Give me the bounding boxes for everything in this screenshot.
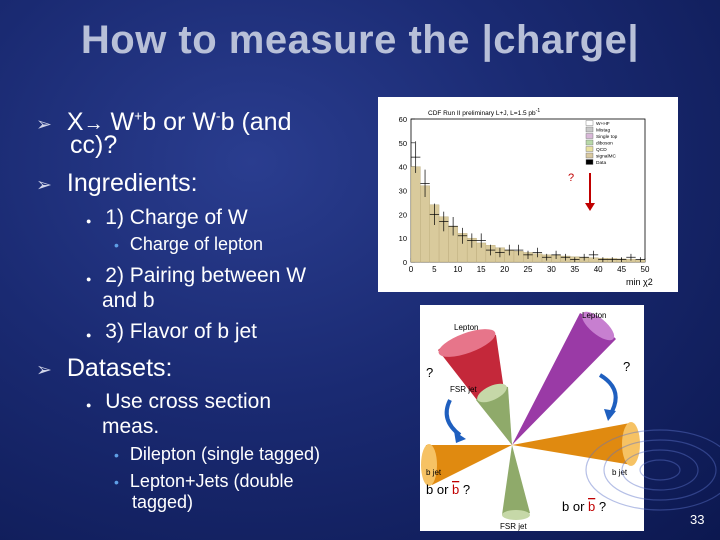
sub-item-1: ● 1) Charge of W xyxy=(86,206,248,229)
sub-item-3: ● 3) Flavor of b jet xyxy=(86,320,258,343)
fsr-cone-top-cap xyxy=(477,383,507,403)
x-tick-label: 15 xyxy=(477,265,486,274)
curved-arrow-left xyxy=(444,399,462,437)
x-tick-label: 40 xyxy=(594,265,603,274)
legend-swatch xyxy=(585,159,594,165)
bjet-cone-right-cap xyxy=(622,422,640,466)
curved-arrow-right-head xyxy=(604,409,616,421)
dot-bullet-icon: ● xyxy=(86,216,92,226)
dot-bullet-icon: • xyxy=(114,447,119,463)
arrow-bullet-icon: ➢ xyxy=(36,175,52,196)
bjet-label-right: b jet xyxy=(612,468,628,477)
x-tick-label: 10 xyxy=(453,265,462,274)
signal-mc-bar xyxy=(420,185,430,263)
legend-swatch xyxy=(585,146,594,152)
y-tick-label: 10 xyxy=(399,234,407,243)
bullet-2-text: Ingredients: xyxy=(66,169,198,197)
x-tick-label: 25 xyxy=(524,265,533,274)
page-number: 33 xyxy=(690,512,705,527)
bjet-label-left: b jet xyxy=(426,468,442,477)
chi2-plot: 0 5 10 15 20 25 30 35 40 45 50 0 10 20 30 40 50 60 CDF Ru… xyxy=(378,97,678,292)
plot-x-axis-label: min χ2 xyxy=(626,277,653,287)
bullet-2: ➢ Ingredients: xyxy=(36,169,198,200)
legend-label: signalMC xyxy=(596,154,617,160)
plot-arrow-head xyxy=(585,203,595,211)
b-or-bbar-left: b or b ? xyxy=(426,482,470,497)
legend-swatch xyxy=(585,120,594,126)
x-tick-label: 45 xyxy=(617,265,626,274)
lepton-cone-right-cap xyxy=(581,311,615,341)
jet-cone-diagram: Lepton Lepton ? ? FSR jet FSR jet b jet … xyxy=(420,305,644,531)
lepton-cone-left-cap xyxy=(438,329,496,357)
chi2-plot-svg: 0 5 10 15 20 25 30 35 40 45 50 0 10 20 30 40 50 60 CDF Ru… xyxy=(399,108,653,287)
legend-label: QCD xyxy=(596,147,607,153)
bullet-1: ➢ X→ W+b or W-b (and xyxy=(36,102,291,139)
legend-swatch xyxy=(585,139,594,146)
sub-sub-item-1: • Charge of lepton xyxy=(114,234,264,254)
dot-bullet-icon: • xyxy=(114,237,119,253)
dot-bullet-icon: ● xyxy=(86,274,92,284)
signal-mc-bar xyxy=(410,166,421,263)
y-tick-label: 50 xyxy=(399,139,407,148)
fsr-cone-bottom-cap xyxy=(502,510,530,520)
lepton-cone-right xyxy=(512,313,616,445)
legend-swatch xyxy=(585,126,594,133)
x-tick-label: 35 xyxy=(570,265,579,274)
x-tick-label: 30 xyxy=(547,265,556,274)
question-right: ? xyxy=(623,359,630,374)
x-tick-label: 20 xyxy=(500,265,509,274)
sub-sub-item-3: • Lepton+Jets (double xyxy=(114,471,294,491)
dot-bullet-icon: • xyxy=(114,474,119,490)
jet-cone-svg: Lepton Lepton ? ? FSR jet FSR jet b jet … xyxy=(421,311,640,531)
x-tick-label: 0 xyxy=(409,265,414,274)
sub-sub-item-2: • Dilepton (single tagged) xyxy=(114,444,321,464)
dot-bullet-icon: ● xyxy=(86,400,92,410)
legend-label: W+HF xyxy=(596,121,610,127)
arrow-bullet-icon: ➢ xyxy=(36,114,52,136)
bjet-cone-left-cap xyxy=(421,444,437,486)
decorative-swirl-icon xyxy=(585,429,720,511)
plot-header: CDF Run II preliminary L+J, L=1.5 pb-1 xyxy=(428,108,540,117)
legend-label: diboson xyxy=(596,141,613,147)
fsr-label-top: FSR jet xyxy=(450,385,477,394)
b-or-bbar-right: b or b ? xyxy=(562,499,606,514)
arrow-bullet-icon: ➢ xyxy=(36,360,52,381)
legend-label: Data xyxy=(596,160,606,166)
y-tick-label: 30 xyxy=(399,187,407,196)
y-tick-label: 0 xyxy=(403,258,407,267)
y-tick-label: 20 xyxy=(399,210,407,219)
bjet-cone-left xyxy=(425,445,512,485)
dot-bullet-icon: ● xyxy=(86,330,92,340)
lepton-label-top: Lepton xyxy=(582,311,606,320)
y-tick-label: 60 xyxy=(399,115,407,124)
legend-swatch xyxy=(585,152,594,159)
legend-swatch xyxy=(585,133,594,139)
sub-item-2-line2: and b xyxy=(102,289,155,312)
y-tick-label: 40 xyxy=(399,163,407,172)
lepton-label-left: Lepton xyxy=(454,323,478,332)
sub-item-4-line2: meas. xyxy=(102,415,160,438)
x-tick-label: 5 xyxy=(432,265,437,274)
legend-label: Mistag xyxy=(596,128,610,134)
x-tick-label: 50 xyxy=(641,265,650,274)
sub-sub-item-3-line2: tagged) xyxy=(132,492,194,512)
plot-question-mark: ? xyxy=(568,172,574,184)
question-left: ? xyxy=(426,365,433,380)
sub-item-2: ● 2) Pairing between W xyxy=(86,264,307,287)
fsr-label-bottom: FSR jet xyxy=(500,522,527,531)
bullet-1-line2: cc)? xyxy=(70,131,118,159)
bullet-1-text: X→ W+b or W-b (and xyxy=(66,108,292,137)
slide-title: How to measure the |charge| xyxy=(80,18,640,62)
curved-arrow-left-head xyxy=(454,431,466,443)
sub-item-4: ● Use cross section xyxy=(86,390,272,413)
bullet-3: ➢ Datasets: xyxy=(36,354,173,382)
fsr-cone-bottom xyxy=(502,445,530,517)
bjet-cone-right xyxy=(512,423,636,465)
legend-label: Single top xyxy=(596,134,618,140)
